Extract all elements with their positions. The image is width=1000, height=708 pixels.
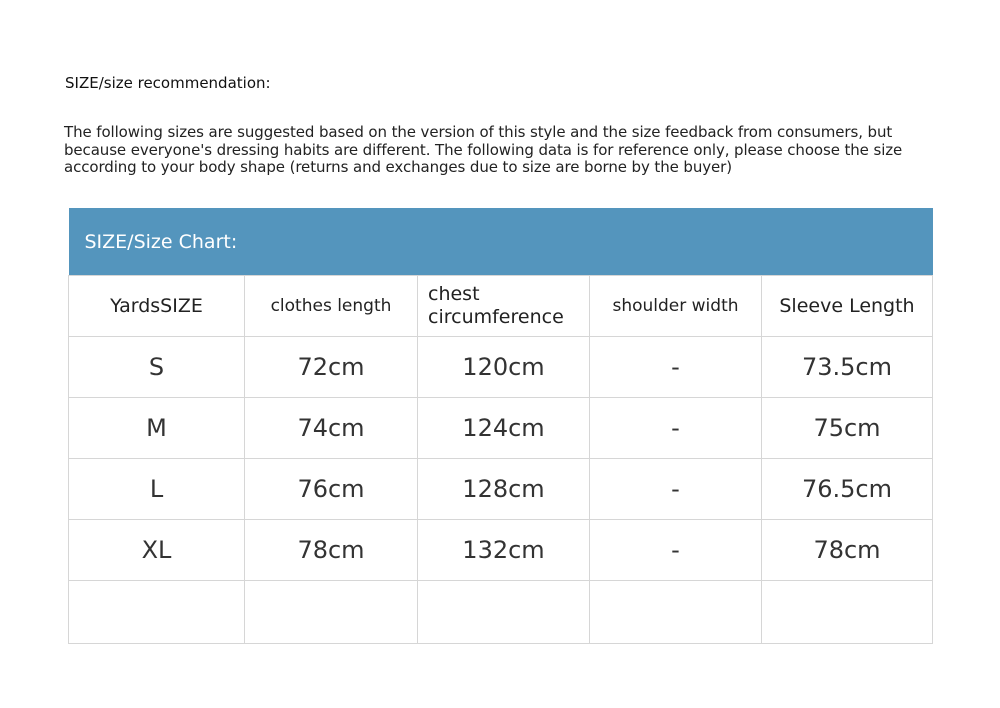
table-header-row: YardsSIZE clothes length chest circumfer… (68, 275, 933, 337)
table-cell: 75cm (761, 397, 933, 459)
table-cell: 76.5cm (761, 458, 933, 520)
table-cell: - (589, 519, 762, 581)
table-cell (761, 580, 933, 644)
table-cell: - (589, 397, 762, 459)
table-row: XL 78cm 132cm - 78cm (68, 519, 933, 581)
table-cell: L (68, 458, 245, 520)
table-cell: - (589, 336, 762, 398)
column-header: YardsSIZE (68, 275, 245, 337)
table-cell (417, 580, 590, 644)
column-header: shoulder width (589, 275, 762, 337)
table-row: L 76cm 128cm - 76.5cm (68, 458, 933, 520)
table-cell: S (68, 336, 245, 398)
table-cell (589, 580, 762, 644)
table-cell: 128cm (417, 458, 590, 520)
table-cell: 72cm (244, 336, 418, 398)
table-cell: 74cm (244, 397, 418, 459)
recommendation-title: SIZE/size recommendation: (65, 74, 271, 92)
table-cell: 78cm (761, 519, 933, 581)
column-header: Sleeve Length (761, 275, 933, 337)
column-header: clothes length (244, 275, 418, 337)
table-cell: 73.5cm (761, 336, 933, 398)
table-cell: 132cm (417, 519, 590, 581)
table-cell: 120cm (417, 336, 590, 398)
table-cell: XL (68, 519, 245, 581)
table-row-empty (68, 580, 933, 644)
table-row: M 74cm 124cm - 75cm (68, 397, 933, 459)
table-cell: 76cm (244, 458, 418, 520)
intro-text: The following sizes are suggested based … (64, 123, 903, 176)
table-cell (244, 580, 418, 644)
table-cell: - (589, 458, 762, 520)
size-chart-table: SIZE/Size Chart: YardsSIZE clothes lengt… (68, 208, 933, 644)
table-cell: 124cm (417, 397, 590, 459)
table-cell: M (68, 397, 245, 459)
size-chart-title: SIZE/Size Chart: (68, 208, 933, 276)
column-header: chest circumference (417, 275, 590, 337)
table-cell: 78cm (244, 519, 418, 581)
table-cell (68, 580, 245, 644)
table-row: S 72cm 120cm - 73.5cm (68, 336, 933, 398)
